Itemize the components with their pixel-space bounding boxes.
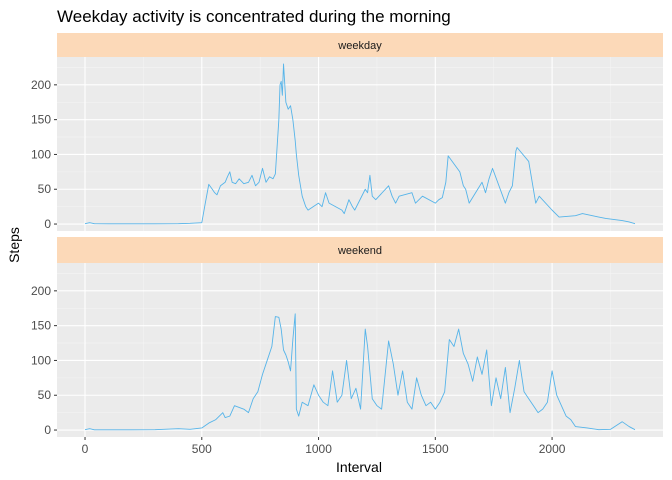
facet-strip-label: weekend <box>337 245 382 257</box>
facet-strip <box>57 33 663 57</box>
panel-background <box>57 263 663 437</box>
y-tick-label: 50 <box>38 182 52 196</box>
y-tick-label: 0 <box>44 217 51 231</box>
x-tick-label: 0 <box>82 442 89 456</box>
x-tick-label: 2000 <box>539 442 566 456</box>
y-tick-label: 150 <box>31 113 51 127</box>
facet-weekday: weekday 0 50 100 150 200 <box>31 33 663 231</box>
y-tick-label: 200 <box>31 284 51 298</box>
x-axis-title: Interval <box>336 459 382 475</box>
y-tick-label: 0 <box>44 423 51 437</box>
y-tick-label: 50 <box>38 388 52 402</box>
y-tick-label: 100 <box>31 147 51 161</box>
facet-strip-label: weekday <box>337 40 382 52</box>
x-tick-label: 500 <box>192 442 212 456</box>
y-tick-label: 200 <box>31 78 51 92</box>
y-axis-title: Steps <box>6 227 22 263</box>
facet-strip <box>57 237 663 263</box>
series-line-weekend <box>84 313 636 431</box>
series-line-weekday <box>84 63 636 225</box>
x-tick-label: 1500 <box>422 442 449 456</box>
panel-background <box>57 57 663 231</box>
y-tick-label: 150 <box>31 319 51 333</box>
x-tick-label: 1000 <box>305 442 332 456</box>
y-tick-label: 100 <box>31 353 51 367</box>
chart-title: Weekday activity is concentrated during … <box>57 7 451 26</box>
